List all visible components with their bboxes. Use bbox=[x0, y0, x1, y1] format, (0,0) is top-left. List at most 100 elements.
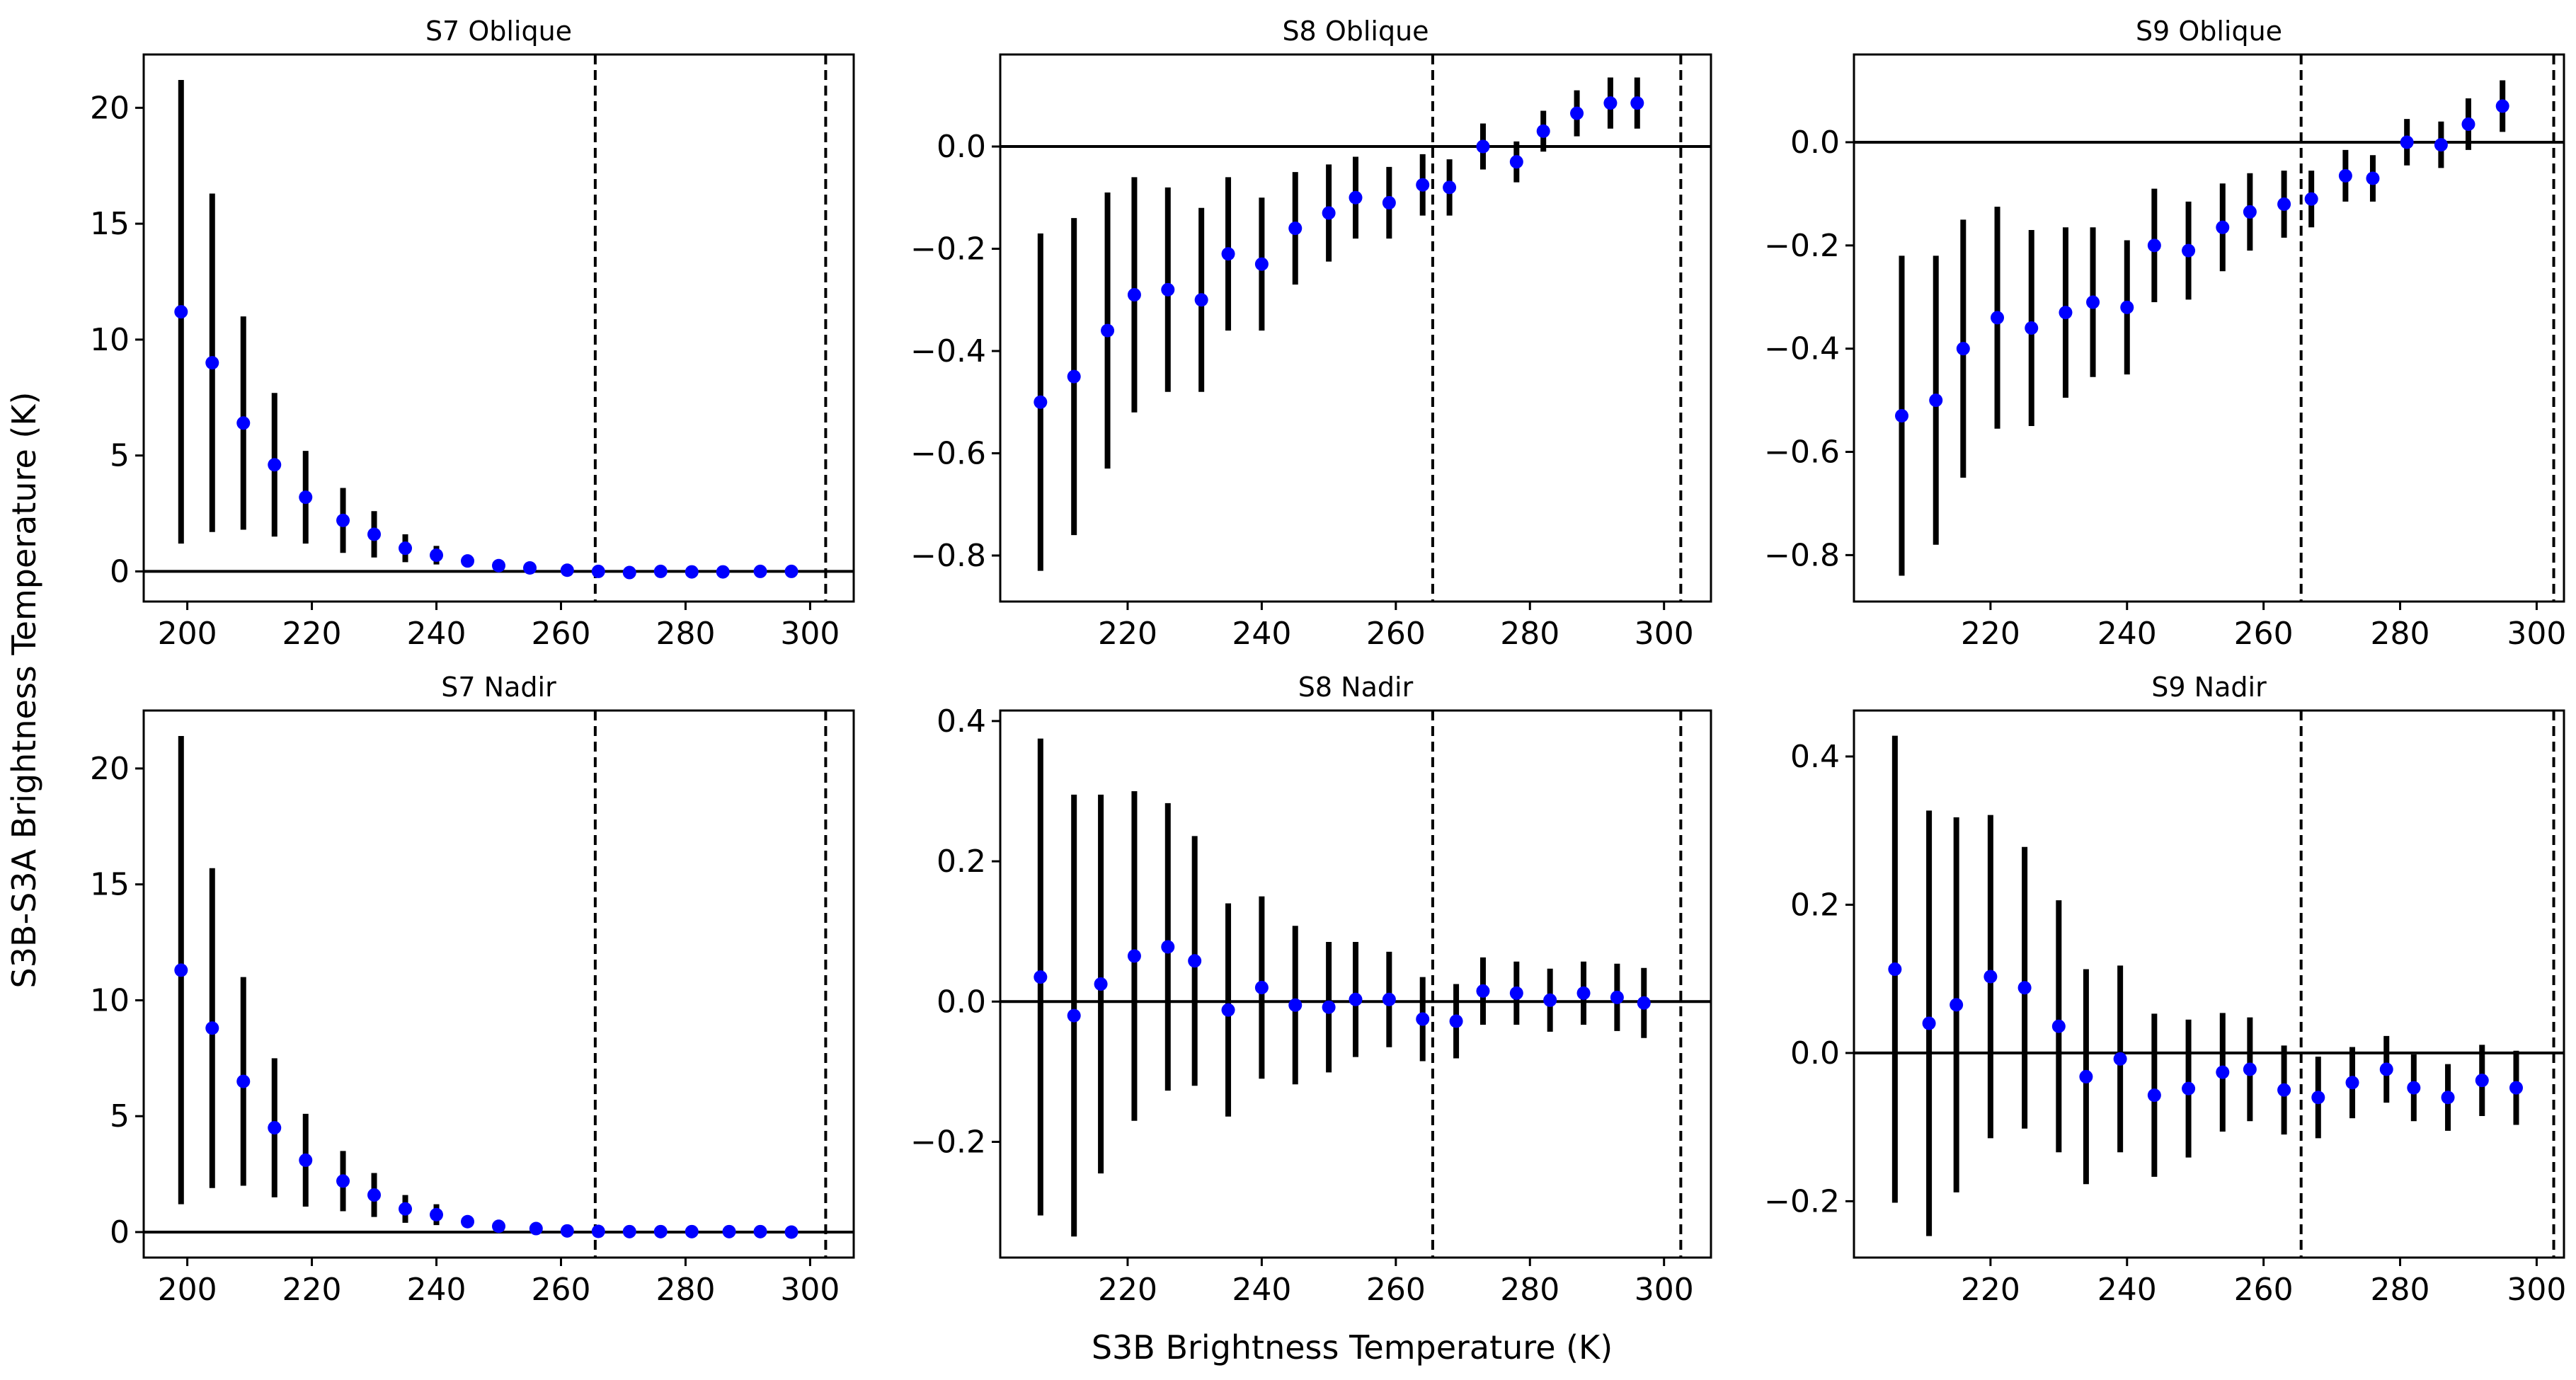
data-point bbox=[722, 1224, 736, 1238]
x-tick-label: 260 bbox=[531, 616, 590, 652]
y-tick-label: 10 bbox=[90, 982, 130, 1018]
y-tick-label: 0.0 bbox=[1790, 1035, 1840, 1071]
data-point bbox=[1127, 288, 1141, 302]
y-tick-label: 20 bbox=[90, 90, 130, 126]
data-point bbox=[2475, 1074, 2489, 1088]
data-point bbox=[2434, 138, 2448, 152]
plot-area bbox=[144, 711, 854, 1258]
data-point bbox=[2120, 300, 2134, 314]
data-point bbox=[1637, 996, 1651, 1010]
data-point bbox=[430, 548, 444, 562]
data-point bbox=[2113, 1052, 2127, 1066]
data-point bbox=[1288, 998, 1303, 1012]
y-tick-label: −0.4 bbox=[910, 333, 986, 369]
panel-s8-oblique: S8 Oblique 220 240 260 280 300 −0.8 −0.6 −0.4 −0.… bbox=[910, 16, 1712, 652]
data-point bbox=[174, 305, 188, 319]
x-tick-label: 300 bbox=[2507, 616, 2566, 652]
data-point bbox=[653, 564, 668, 578]
data-point bbox=[1922, 1016, 1936, 1030]
data-point bbox=[1034, 395, 1048, 409]
data-point bbox=[2086, 295, 2100, 309]
data-point bbox=[784, 1225, 798, 1239]
data-point bbox=[2059, 306, 2073, 320]
panel-title: S8 Nadir bbox=[1298, 672, 1414, 703]
data-point bbox=[1950, 998, 1964, 1012]
x-tick-label: 260 bbox=[531, 1272, 590, 1308]
x-tick-label: 240 bbox=[407, 1272, 466, 1308]
data-point bbox=[1509, 155, 1523, 169]
y-tick-label: 0.4 bbox=[1790, 739, 1840, 775]
data-point bbox=[2017, 981, 2032, 995]
data-point bbox=[1127, 949, 1141, 963]
y-tick-label: 15 bbox=[90, 206, 130, 242]
plot-area bbox=[1000, 54, 1711, 602]
data-point bbox=[2379, 1062, 2393, 1076]
data-point bbox=[522, 561, 537, 575]
x-tick-label: 260 bbox=[2234, 1272, 2294, 1308]
data-point bbox=[2182, 1081, 2196, 1096]
x-tick-label: 240 bbox=[407, 616, 466, 652]
x-tick-label: 240 bbox=[1232, 616, 1291, 652]
y-tick-label: 5 bbox=[110, 1098, 130, 1134]
x-tick-label: 220 bbox=[1098, 1272, 1157, 1308]
x-tick-label: 200 bbox=[158, 616, 217, 652]
data-point bbox=[685, 1224, 699, 1238]
y-tick-label: 0.2 bbox=[937, 844, 986, 880]
data-point bbox=[2277, 1083, 2291, 1097]
panel-title: S8 Oblique bbox=[1282, 16, 1429, 47]
data-point bbox=[685, 565, 699, 579]
data-point bbox=[2147, 1088, 2161, 1103]
data-point bbox=[1322, 1000, 1336, 1014]
data-point bbox=[1322, 206, 1336, 220]
x-tick-label: 240 bbox=[2097, 1272, 2157, 1308]
y-tick-label: 0.0 bbox=[1790, 125, 1840, 161]
panel-s7-nadir: S7 Nadir 200 220 240 260 280 300 0 5 10 15 20 bbox=[90, 672, 855, 1308]
data-point bbox=[1254, 980, 1269, 994]
data-point bbox=[2216, 1065, 2230, 1079]
x-tick-label: 220 bbox=[1961, 1272, 2020, 1308]
data-point bbox=[1221, 1003, 1235, 1017]
data-point bbox=[2216, 220, 2230, 234]
data-point bbox=[399, 1202, 413, 1216]
x-tick-label: 280 bbox=[656, 1272, 715, 1308]
panel-title: S7 Nadir bbox=[441, 672, 556, 703]
data-point bbox=[336, 513, 350, 527]
x-tick-label: 300 bbox=[780, 616, 840, 652]
panel-title: S7 Oblique bbox=[425, 16, 572, 47]
data-point bbox=[399, 541, 413, 556]
data-point bbox=[268, 458, 282, 472]
data-point bbox=[1161, 282, 1175, 297]
data-point bbox=[174, 963, 188, 977]
data-point bbox=[2366, 171, 2380, 185]
x-tick-label: 280 bbox=[1500, 1272, 1559, 1308]
y-tick-label: −0.2 bbox=[910, 231, 986, 268]
data-point bbox=[1610, 990, 1624, 1004]
data-point bbox=[591, 1224, 605, 1238]
data-point bbox=[2509, 1081, 2523, 1095]
x-tick-label: 300 bbox=[780, 1272, 840, 1308]
panel-s9-oblique: S9 Oblique 220 240 260 280 300 −0.8 −0.6 −0.4 −0.… bbox=[1764, 16, 2566, 652]
data-point bbox=[2243, 1062, 2257, 1076]
data-point bbox=[2441, 1091, 2455, 1105]
data-point bbox=[461, 1214, 475, 1229]
x-tick-label: 300 bbox=[1635, 616, 1694, 652]
data-point bbox=[1349, 992, 1363, 1006]
axes-frame bbox=[999, 53, 1712, 603]
data-point bbox=[1416, 178, 1430, 192]
data-point bbox=[560, 563, 574, 577]
data-point bbox=[653, 1224, 668, 1238]
panel-s9-nadir: S9 Nadir 220 240 260 280 300 −0.2 0.0 0.2 0.4 bbox=[1764, 672, 2566, 1308]
data-point bbox=[2338, 168, 2352, 183]
panel-title: S9 Nadir bbox=[2151, 672, 2267, 703]
x-tick-label: 200 bbox=[158, 1272, 217, 1308]
x-tick-label: 300 bbox=[1635, 1272, 1694, 1308]
data-point bbox=[1188, 954, 1202, 968]
y-tick-label: 0 bbox=[110, 553, 130, 590]
data-point bbox=[1449, 1014, 1463, 1028]
data-point bbox=[2304, 192, 2318, 206]
data-point bbox=[236, 1074, 251, 1088]
data-point bbox=[1603, 96, 1618, 110]
data-point bbox=[1194, 293, 1208, 307]
x-tick-label: 220 bbox=[1098, 616, 1157, 652]
